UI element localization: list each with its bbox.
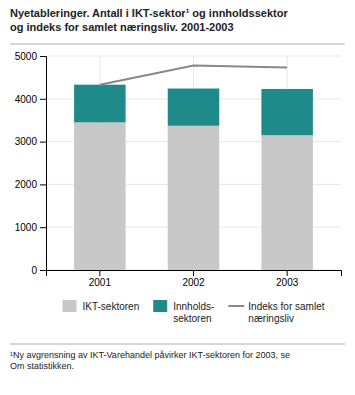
y-tick-label: 3000 <box>15 136 38 147</box>
axis-domain <box>40 57 47 271</box>
y-tick-label: 0 <box>31 265 37 276</box>
legend-swatch <box>153 300 167 312</box>
y-tick: 3000 <box>15 136 46 147</box>
legend-entry: IKT-sektoren <box>63 300 140 312</box>
y-tick: 5000 <box>15 51 46 62</box>
y-tick-mark <box>40 99 46 100</box>
chart-title: Nyetableringer. Antall i IKT-sektor¹ og … <box>10 7 288 33</box>
y-tick-mark <box>40 142 46 143</box>
legend-label: IKT-sektoren <box>83 301 140 312</box>
bar <box>168 89 220 126</box>
bar <box>74 122 126 270</box>
legend-entry: Innholds-sektoren <box>153 300 214 324</box>
legend-label-line: Innholds- <box>173 301 214 312</box>
footnote-line: Om statistikken. <box>10 361 74 371</box>
bar <box>261 89 313 135</box>
x-tick-mark <box>193 270 194 276</box>
legend-label: Innholds-sektoren <box>173 301 214 324</box>
chart-title-line: og indeks for samlet næringsliv. 2001-20… <box>10 21 234 33</box>
bar <box>261 135 313 270</box>
y-tick: 4000 <box>15 94 46 105</box>
x-tick: 2001 <box>89 270 112 288</box>
legend-label: Indeks for samletnæringsliv <box>248 301 324 324</box>
legend-label-line: IKT-sektoren <box>83 301 140 312</box>
y-tick: 1000 <box>15 222 46 233</box>
chart-title-line: Nyetableringer. Antall i IKT-sektor¹ og … <box>10 7 288 19</box>
legend: IKT-sektoren Innholds-sektoren Indeks for … <box>63 300 325 324</box>
legend-label-line: Indeks for samlet <box>248 301 324 312</box>
grid <box>46 56 341 270</box>
chart-svg: Nyetableringer. Antall i IKT-sektor¹ og … <box>0 0 355 395</box>
axis-domain <box>47 271 342 277</box>
y-tick-mark <box>40 270 46 271</box>
marks <box>74 65 313 270</box>
x-tick-mark <box>99 270 100 276</box>
separator <box>10 44 345 45</box>
x-tick-label: 2001 <box>89 277 112 288</box>
y-axis: 0 1000 2000 3000 4000 5000 <box>15 51 47 276</box>
x-tick-label: 2002 <box>182 277 205 288</box>
legend-label-line: næringsliv <box>248 313 294 324</box>
y-tick-mark <box>40 56 46 57</box>
plot: 2001 2002 2003 0 1000 2000 3000 4000 5000 <box>15 51 342 288</box>
legend-swatch <box>63 300 77 312</box>
y-tick-label: 4000 <box>15 94 38 105</box>
legend-swatch <box>228 305 244 307</box>
x-axis: 2001 2002 2003 <box>47 270 342 288</box>
footnote: ¹Ny avgrensning av IKT-Varehandel påvirk… <box>10 350 290 371</box>
y-tick: 2000 <box>15 179 46 190</box>
separator <box>10 344 345 345</box>
legend-entry: Indeks for samletnæringsliv <box>228 301 324 324</box>
line <box>100 65 287 84</box>
bar-series <box>74 122 313 270</box>
y-tick-label: 1000 <box>15 222 38 233</box>
y-tick-mark <box>40 227 46 228</box>
x-tick: 2002 <box>182 270 205 288</box>
footnote-line: ¹Ny avgrensning av IKT-Varehandel påvirk… <box>10 350 290 360</box>
bar <box>168 126 220 270</box>
x-tick-label: 2003 <box>276 277 299 288</box>
x-tick: 2003 <box>276 270 299 288</box>
x-tick-mark <box>287 270 288 276</box>
y-tick-label: 2000 <box>15 179 38 190</box>
y-tick-label: 5000 <box>15 51 38 62</box>
background <box>0 0 355 395</box>
bar-series <box>74 85 313 136</box>
y-tick: 0 <box>31 265 46 276</box>
bar <box>74 85 126 123</box>
legend-label-line: sektoren <box>173 313 211 324</box>
y-tick-mark <box>40 184 46 185</box>
